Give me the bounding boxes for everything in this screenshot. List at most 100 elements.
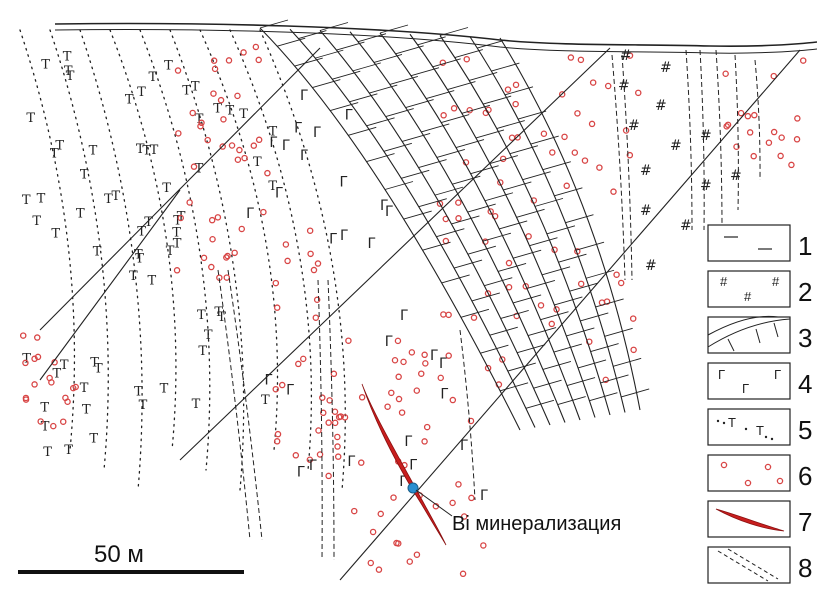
svg-text:T: T (144, 215, 153, 230)
svg-text:T: T (41, 419, 50, 434)
svg-text:T: T (226, 104, 235, 119)
svg-text:#: # (744, 289, 752, 304)
svg-text:T: T (217, 310, 226, 325)
svg-text:Г: Г (385, 334, 394, 350)
svg-text:Г: Г (385, 204, 394, 220)
svg-text:#: # (660, 60, 672, 76)
brick-limestone-unit (259, 19, 650, 431)
svg-text:Г: Г (774, 367, 781, 382)
svg-text:T: T (261, 393, 270, 408)
legend-number: 6 (798, 461, 812, 491)
svg-text:#: # (628, 118, 640, 134)
svg-text:#: # (655, 98, 667, 114)
svg-text:T: T (82, 403, 91, 418)
ground-surface (54, 22, 817, 54)
svg-text:#: # (640, 203, 652, 219)
svg-text:T: T (89, 144, 98, 159)
svg-text:T: T (129, 269, 138, 284)
svg-text:T: T (32, 214, 41, 229)
svg-text:T: T (89, 432, 98, 447)
svg-text:Г: Г (329, 232, 338, 248)
svg-text:T: T (162, 181, 171, 196)
fault-lines (39, 47, 801, 581)
svg-text:T: T (195, 161, 204, 176)
svg-text:#: # (700, 178, 712, 194)
svg-text:T: T (134, 247, 143, 262)
svg-text:T: T (139, 398, 148, 413)
svg-text:T: T (148, 70, 157, 85)
svg-text:T: T (213, 102, 222, 117)
svg-text:T: T (37, 191, 46, 206)
svg-text:T: T (135, 252, 144, 267)
svg-text:T: T (55, 139, 64, 154)
svg-text:T: T (64, 64, 73, 79)
svg-text:T: T (198, 344, 207, 359)
svg-text:Г: Г (300, 88, 309, 104)
hash-unit: # # # # # # # # # # # # # (618, 48, 742, 274)
svg-text:T: T (148, 273, 157, 288)
svg-text:T: T (90, 356, 99, 371)
legend-number: 1 (798, 231, 812, 261)
legend-item-6: 6 (707, 454, 812, 492)
svg-text:T: T (268, 125, 277, 140)
legend-item-3: 3 (707, 315, 812, 354)
legend-swatch (707, 270, 791, 308)
svg-text:T: T (60, 358, 69, 373)
svg-text:T: T (204, 328, 213, 343)
svg-text:Г: Г (294, 121, 303, 137)
svg-text:T: T (191, 80, 200, 95)
legend-item-4: 4 Г Г Г (707, 362, 812, 400)
svg-text:Г: Г (265, 373, 274, 389)
svg-text:T: T (53, 366, 62, 381)
svg-text:#: # (772, 274, 780, 289)
svg-text:T: T (172, 225, 181, 240)
svg-text:T: T (214, 305, 223, 320)
svg-text:Г: Г (340, 174, 349, 190)
svg-text:#: # (640, 163, 652, 179)
svg-text:T: T (137, 225, 146, 240)
legend-number: 4 (798, 369, 812, 399)
svg-text:Г: Г (380, 198, 389, 214)
legend-swatch (707, 546, 791, 584)
svg-text:#: # (730, 168, 742, 184)
svg-text:Г: Г (440, 386, 449, 402)
legend-item-1: 1 (707, 224, 812, 262)
svg-text:Г: Г (742, 381, 749, 396)
mineralization-marker (407, 482, 419, 494)
svg-text:T: T (192, 397, 201, 412)
svg-text:T: T (125, 93, 134, 108)
svg-text:T: T (136, 142, 145, 157)
svg-text:Г: Г (275, 186, 284, 202)
svg-text:Г: Г (347, 454, 356, 470)
svg-text:Г: Г (269, 135, 278, 151)
svg-text:T: T (134, 384, 143, 399)
svg-text:T: T (142, 143, 151, 158)
svg-text:Г: Г (313, 125, 322, 141)
svg-text:Г: Г (439, 356, 448, 372)
svg-text:T: T (41, 57, 50, 72)
svg-text:Г: Г (367, 236, 376, 252)
svg-text:Г: Г (409, 458, 418, 474)
svg-text:T: T (76, 206, 85, 221)
svg-text:T: T (66, 69, 75, 84)
svg-text:T: T (22, 193, 31, 208)
legend-number: 5 (798, 415, 812, 445)
svg-text:T: T (111, 189, 120, 204)
legend-item-5: 5 T T (707, 408, 812, 446)
svg-text:T: T (40, 401, 49, 416)
legend-item-2: 2 # # # (707, 270, 812, 308)
scale-bar (18, 570, 244, 574)
svg-text:Г: Г (718, 367, 725, 382)
svg-text:T: T (26, 111, 35, 126)
legend-number: 3 (798, 323, 812, 353)
svg-text:Г: Г (460, 438, 469, 454)
svg-text:Г: Г (345, 107, 354, 123)
svg-text:Г: Г (399, 474, 408, 490)
legend: 1 2 # # #3 4 Г Г Г 5 T T 6 7 8 (707, 224, 812, 584)
svg-text:T: T (50, 147, 59, 162)
svg-text:T: T (239, 107, 248, 122)
svg-text:Г: Г (309, 458, 318, 474)
legend-swatch (707, 316, 791, 354)
svg-text:T: T (80, 381, 89, 396)
